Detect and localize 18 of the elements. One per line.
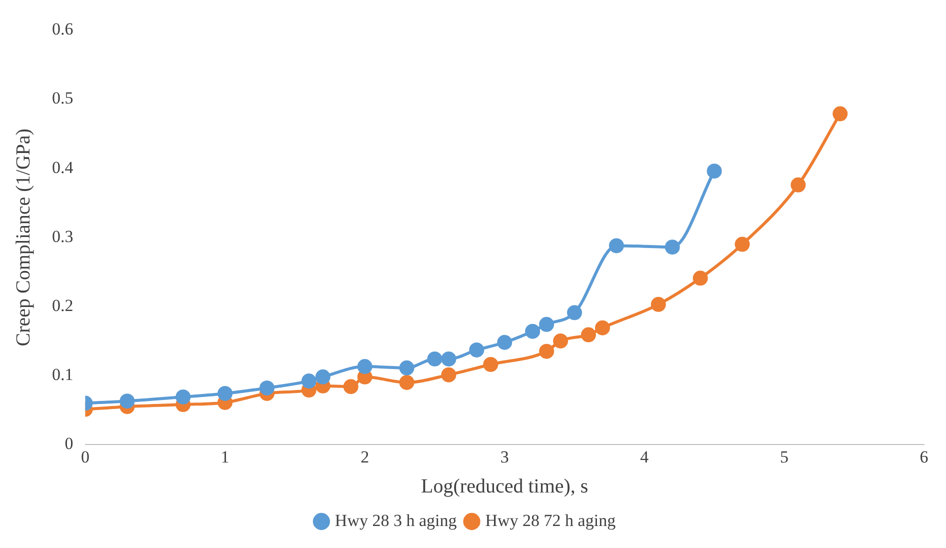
y-tick-label: 0.3 (52, 226, 74, 246)
y-tick-label: 0.6 (52, 20, 74, 39)
x-tick-label: 3 (500, 447, 509, 466)
y-tick-label: 0.1 (52, 365, 74, 384)
x-tick-label: 1 (220, 447, 230, 466)
y-tick-label: 0.2 (52, 296, 74, 315)
x-tick-label: 6 (920, 447, 928, 466)
x-tick-label: 5 (780, 447, 788, 466)
y-axis-title: Creep Compliance (1/GPa) (12, 128, 34, 346)
y-tick-label: 0 (64, 434, 74, 454)
y-tick-label: 0.5 (52, 88, 74, 108)
x-tick-label: 4 (640, 447, 650, 466)
y-tick-label: 0.4 (52, 158, 74, 177)
legend-label: Hwy 28 72 h aging (485, 510, 616, 530)
legend-label: Hwy 28 3 h aging (334, 510, 458, 530)
x-tick-label: 0 (81, 447, 90, 466)
x-tick-label: 2 (360, 447, 370, 466)
x-axis-title: Log(reduced time), s (421, 475, 588, 498)
